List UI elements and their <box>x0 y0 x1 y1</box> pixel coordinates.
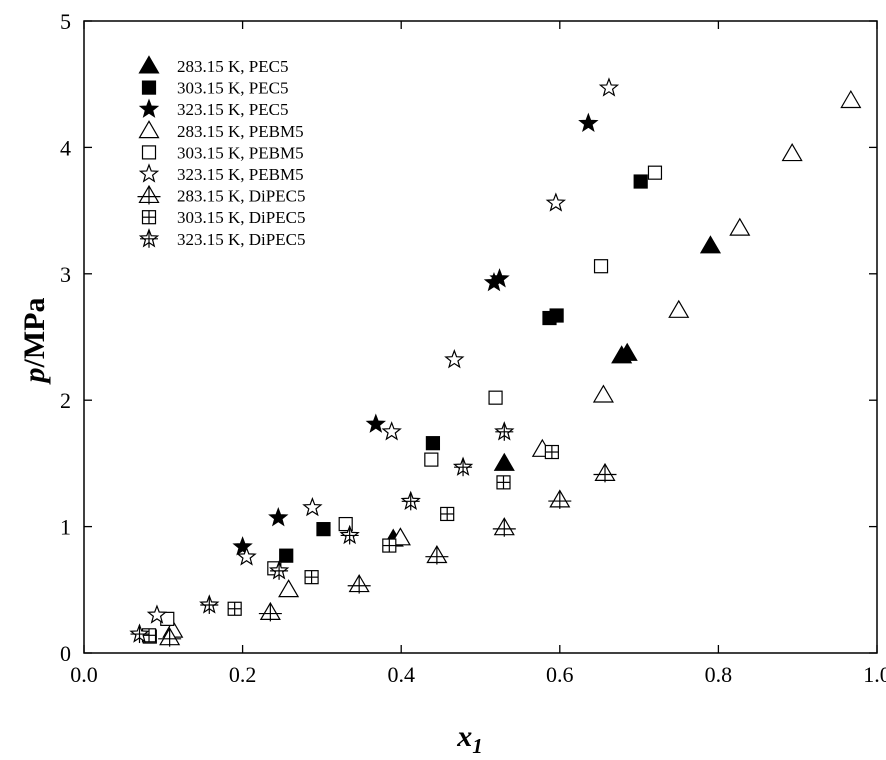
data-point <box>316 522 331 537</box>
data-point <box>440 506 455 522</box>
data-point <box>279 548 294 563</box>
legend-label: 303.15 K, PEC5 <box>177 79 288 98</box>
y-tick-label: 1 <box>60 515 71 540</box>
data-point <box>232 536 253 556</box>
legend-label: 323.15 K, PEBM5 <box>177 165 304 184</box>
x-tick-label: 0.8 <box>705 662 733 687</box>
data-point <box>545 192 567 212</box>
data-point <box>549 308 564 323</box>
data-point <box>146 604 168 624</box>
legend-marker <box>137 184 161 205</box>
legend-marker <box>141 145 157 160</box>
data-point <box>593 259 609 274</box>
data-point <box>729 217 751 236</box>
x-tick-label: 0.0 <box>70 662 98 687</box>
data-point <box>781 143 803 162</box>
data-point <box>227 601 242 616</box>
legend-label: 283.15 K, PEBM5 <box>177 122 304 141</box>
legend-marker <box>141 80 157 95</box>
data-point <box>302 496 323 517</box>
x-tick-label: 0.6 <box>546 662 574 687</box>
data-point <box>633 174 648 189</box>
legend-marker <box>138 163 160 183</box>
data-point <box>129 623 150 644</box>
legend-marker <box>138 98 160 118</box>
data-point <box>544 444 559 460</box>
data-point <box>425 436 441 451</box>
legend-label: 283.15 K, PEC5 <box>177 57 288 76</box>
legend-marker <box>141 210 157 225</box>
data-point <box>548 489 572 509</box>
data-point <box>496 475 511 490</box>
legend-marker <box>138 120 160 139</box>
data-point <box>400 490 421 511</box>
data-point <box>444 349 465 369</box>
legend-label: 303.15 K, PEBM5 <box>177 143 304 162</box>
data-point <box>699 235 722 254</box>
data-point <box>268 560 290 580</box>
data-point <box>381 421 402 441</box>
data-point <box>647 165 663 180</box>
data-point <box>492 517 516 537</box>
x-tick-label: 0.2 <box>229 662 257 687</box>
legend-marker <box>138 55 160 74</box>
data-point <box>278 579 300 598</box>
legend: 283.15 K, PEC5 303.15 K, PEC5 323.15 K, PE… <box>137 55 305 249</box>
data-point <box>382 538 397 553</box>
data-point <box>339 524 360 545</box>
legend-label: 323.15 K, DiPEC5 <box>177 230 305 249</box>
data-point <box>493 452 515 471</box>
data-point <box>668 299 690 318</box>
plot-frame <box>83 20 878 654</box>
legend-label: 323.15 K, PEC5 <box>177 100 288 119</box>
y-tick-label: 2 <box>60 388 71 413</box>
data-point <box>452 456 474 477</box>
data-point <box>158 627 182 647</box>
y-tick-label: 3 <box>60 262 71 287</box>
data-point <box>598 77 620 97</box>
legend-label: 283.15 K, DiPEC5 <box>177 187 305 206</box>
y-tick-label: 0 <box>60 641 71 666</box>
data-point <box>425 544 449 565</box>
data-point <box>840 89 862 109</box>
legend-marker <box>138 228 160 248</box>
data-point <box>304 570 319 585</box>
data-point <box>424 452 439 467</box>
x-tick-label: 0.4 <box>387 662 415 687</box>
data-point <box>494 421 515 441</box>
y-axis-title: p/MPa <box>18 298 51 386</box>
data-point <box>616 342 638 361</box>
data-point <box>489 268 510 288</box>
legend-label: 303.15 K, DiPEC5 <box>177 208 305 227</box>
data-point <box>258 601 282 622</box>
data-point <box>578 112 599 133</box>
data-point <box>488 390 503 405</box>
data-point <box>365 413 386 433</box>
data-point <box>347 574 371 594</box>
data-point <box>236 546 257 566</box>
y-tick-label: 4 <box>60 135 71 160</box>
data-point <box>199 594 220 614</box>
data-point <box>268 507 289 527</box>
y-tick-label: 5 <box>60 9 71 34</box>
data-point <box>592 384 614 403</box>
data-point <box>593 462 617 483</box>
x-axis-title: x1 <box>456 720 483 758</box>
x-tick-label: 1.0 <box>863 662 886 687</box>
